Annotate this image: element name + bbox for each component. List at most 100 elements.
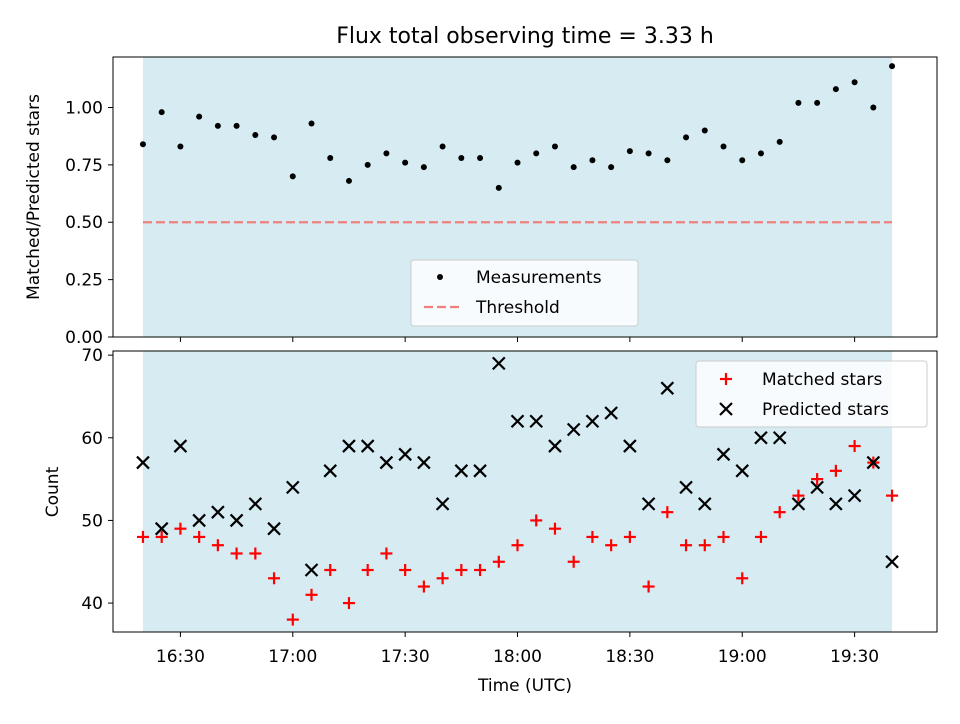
measurement-point: [851, 79, 858, 86]
matched-star-point: [417, 580, 430, 593]
count-legend-box: [695, 360, 928, 428]
measurement-point: [626, 148, 633, 155]
matched-star-point: [642, 580, 655, 593]
matched-star-point: [698, 539, 711, 552]
predicted-star-point: [267, 521, 281, 536]
ratio-axes-frame: [112, 56, 938, 338]
matched-star-point: [811, 473, 824, 486]
matched-star-point: [436, 572, 449, 585]
matched-star-point: [605, 539, 618, 552]
measurement-point: [196, 113, 203, 120]
chart-title: Flux total observing time = 3.33 h: [336, 24, 714, 49]
predicted-star-point: [360, 439, 375, 453]
measurement-point: [495, 184, 502, 191]
count-y-tick-label: 60: [81, 429, 103, 449]
matched-star-point: [211, 539, 224, 552]
matched-star-point: [399, 564, 412, 577]
matched-star-point: [792, 489, 805, 502]
legend-measurements-label: Measurements: [476, 268, 602, 288]
predicted-star-point: [248, 497, 263, 511]
predicted-star-point: [754, 431, 768, 445]
measurement-point: [177, 143, 184, 150]
ratio-y-tick-label: 0.75: [65, 156, 103, 176]
measurement-point: [551, 143, 558, 150]
predicted-star-point: [417, 455, 431, 470]
measurement-point: [683, 134, 690, 141]
legend-measurements-marker: [437, 274, 443, 280]
predicted-star-point: [641, 497, 656, 511]
x-tick-label: 16:30: [156, 647, 205, 667]
ratio-legend: Measurements Threshold: [410, 259, 639, 327]
measurement-point: [720, 143, 727, 150]
predicted-star-point: [286, 480, 300, 495]
matched-star-point: [623, 530, 636, 543]
measurement-point: [889, 63, 896, 70]
predicted-star-point: [716, 447, 731, 462]
predicted-star-point: [698, 497, 712, 511]
predicted-star-point: [323, 464, 338, 478]
measurement-point: [214, 122, 221, 129]
predicted-star-point: [810, 480, 824, 495]
predicted-star-point: [529, 414, 544, 429]
measurement-point: [608, 164, 615, 171]
predicted-star-point: [173, 439, 188, 453]
measurement-point: [233, 122, 240, 129]
matched-star-point: [193, 530, 206, 543]
matched-star-point: [305, 588, 318, 601]
count-y-tick-label: 70: [81, 346, 103, 366]
predicted-star-point: [679, 480, 693, 495]
measurement-point: [477, 154, 484, 161]
x-tick-label: 17:00: [268, 647, 317, 667]
predicted-star-point: [492, 356, 506, 371]
predicted-star-point: [772, 431, 787, 445]
x-tick-label: 18:00: [493, 647, 542, 667]
predicted-star-point: [154, 521, 169, 536]
measurement-point: [776, 138, 783, 145]
predicted-star-point: [342, 439, 356, 453]
predicted-star-point: [379, 455, 394, 470]
matched-star-point: [286, 613, 299, 626]
matched-star-point: [848, 440, 861, 453]
predicted-star-point: [660, 381, 675, 395]
measurement-point: [514, 159, 521, 166]
legend-matched-marker: [720, 373, 732, 385]
matched-star-point: [530, 514, 543, 527]
predicted-star-point: [454, 464, 469, 478]
matched-star-point: [474, 564, 487, 577]
measurement-point: [645, 150, 652, 157]
predicted-star-point: [435, 497, 450, 511]
measurement-point: [383, 150, 390, 157]
matched-star-point: [324, 564, 337, 577]
legend-predicted-marker: [719, 402, 733, 416]
measurement-point: [795, 99, 802, 106]
predicted-star-point: [735, 464, 750, 478]
measurement-point: [458, 154, 465, 161]
legend-threshold-label: Threshold: [475, 298, 560, 318]
matched-star-point: [567, 555, 580, 568]
measurement-point: [271, 134, 278, 141]
count-axes-frame: [112, 350, 938, 633]
ratio-y-tick-label: 1.00: [65, 98, 103, 118]
predicted-star-point: [229, 513, 244, 528]
legend-matched-label: Matched stars: [762, 370, 882, 390]
ratio-panel: 0.00 0.25 0.50 0.75 1.00 Matched/Predicted s…: [24, 56, 938, 348]
matched-star-point: [174, 522, 187, 535]
measurement-point: [533, 150, 540, 157]
predicted-star-point: [192, 513, 206, 528]
predicted-star-point: [829, 497, 843, 511]
measurement-point: [870, 104, 877, 111]
matched-star-point: [249, 547, 262, 560]
predicted-star-point: [847, 488, 862, 503]
predicted-star-point: [585, 414, 600, 429]
measurement-point: [289, 173, 296, 180]
measurement-point: [139, 141, 146, 148]
matched-star-point: [511, 539, 524, 552]
measurement-point: [589, 157, 596, 164]
matched-star-point: [661, 506, 674, 519]
measurement-point: [158, 109, 165, 116]
matched-star-point: [455, 564, 468, 577]
matched-star-point: [754, 530, 767, 543]
measurement-point: [570, 164, 577, 171]
legend-predicted-label: Predicted stars: [762, 400, 889, 420]
